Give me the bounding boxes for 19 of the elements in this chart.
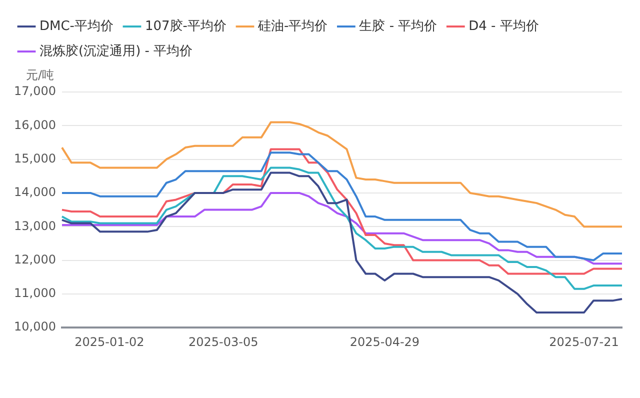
y-tick-label: 17,000 bbox=[14, 84, 56, 98]
legend-label: 生胶 - 平均价 bbox=[359, 18, 438, 34]
y-tick-label: 11,000 bbox=[14, 286, 56, 300]
x-tick-label: 2025-01-02 bbox=[74, 334, 144, 349]
y-axis-title: 元/吨 bbox=[26, 68, 54, 82]
y-tick-label: 16,000 bbox=[14, 118, 56, 132]
y-tick-label: 10,000 bbox=[14, 320, 56, 334]
y-tick-label: 13,000 bbox=[14, 218, 56, 233]
legend-label: 107胶-平均价 bbox=[144, 18, 227, 34]
y-tick-label: 12,000 bbox=[14, 252, 56, 266]
legend-label: 硅油-平均价 bbox=[257, 18, 328, 34]
legend-label: D4 - 平均价 bbox=[468, 18, 539, 34]
x-tick-label: 2025-03-05 bbox=[188, 334, 258, 349]
y-tick-label: 14,000 bbox=[14, 185, 56, 200]
legend-label: 混炼胶(沉淀通用) - 平均价 bbox=[40, 44, 193, 59]
legend-label: DMC-平均价 bbox=[40, 18, 114, 34]
y-tick-label: 15,000 bbox=[14, 151, 56, 166]
x-tick-label: 2025-07-21 bbox=[549, 334, 619, 349]
x-tick-label: 2025-04-29 bbox=[350, 334, 420, 349]
